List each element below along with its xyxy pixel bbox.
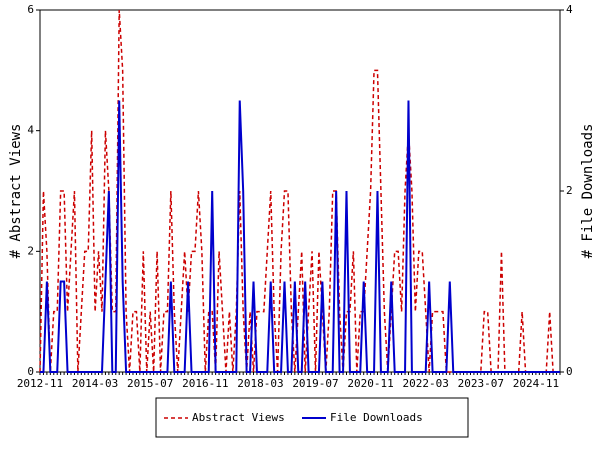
y2-tick-label: 2	[566, 184, 573, 197]
y-tick-label: 2	[27, 244, 34, 257]
legend-box	[155, 397, 469, 438]
series-line	[40, 100, 560, 373]
series-line	[39, 9, 560, 373]
x-tick-label: 2019-07	[292, 377, 338, 390]
x-tick-label: 2012-11	[17, 377, 63, 390]
x-tick-label: 2022-03	[403, 377, 449, 390]
x-tick-label: 2016-11	[182, 377, 228, 390]
y2-tick-label: 4	[566, 3, 573, 16]
y-axis-label: # Abstract Views	[8, 124, 24, 259]
x-tick-label: 2023-07	[458, 377, 504, 390]
y-tick-label: 4	[27, 124, 34, 137]
x-tick-label: 2020-11	[347, 377, 393, 390]
y-tick-label: 6	[27, 3, 34, 16]
x-tick-label: 2018-03	[237, 377, 283, 390]
y2-axis-label: # File Downloads	[580, 124, 596, 259]
legend-label: File Downloads	[330, 411, 423, 424]
x-tick-label: 2015-07	[127, 377, 173, 390]
y-tick-label: 0	[27, 365, 34, 378]
y2-tick-label: 0	[566, 365, 573, 378]
legend-label: Abstract Views	[192, 411, 285, 424]
x-tick-label: 2024-11	[513, 377, 559, 390]
x-tick-label: 2014-03	[72, 377, 118, 390]
